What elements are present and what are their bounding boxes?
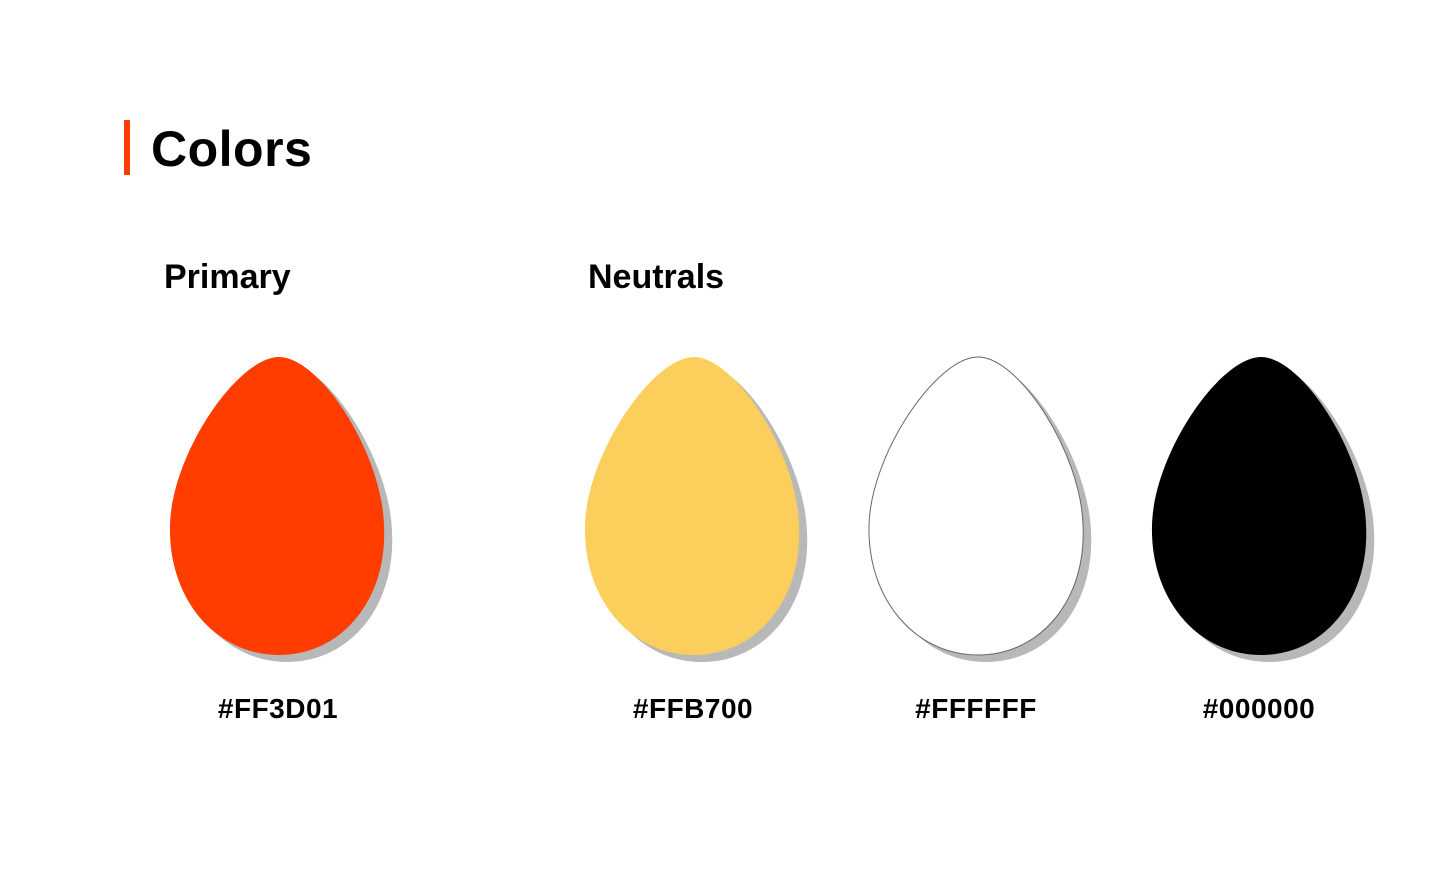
egg-fill (1151, 357, 1367, 655)
egg-shape-icon (169, 357, 393, 662)
color-swatch-neutral-3[interactable] (1151, 355, 1382, 675)
hex-label-primary-1: #FF3D01 (217, 693, 339, 724)
egg-fill (584, 357, 800, 655)
egg-fill (868, 356, 1084, 656)
egg-shape-icon (584, 357, 808, 662)
color-swatch-neutral-2[interactable] (868, 355, 1099, 675)
color-swatch-primary-1[interactable] (169, 355, 400, 675)
section-heading-primary: Primary (164, 258, 291, 296)
hex-label-neutral-3: #000000 (1202, 693, 1316, 724)
color-swatch-neutral-1[interactable] (584, 355, 815, 675)
page-title: Colors (151, 121, 313, 177)
hex-label-neutral-2: #FFFFFF (915, 693, 1037, 724)
egg-fill (169, 357, 385, 655)
hex-label-neutral-1: #FFB700 (632, 693, 754, 724)
egg-shape-icon (868, 356, 1092, 662)
egg-shape-icon (1151, 357, 1375, 662)
section-heading-neutrals: Neutrals (588, 258, 725, 296)
title-accent-bar (124, 120, 130, 175)
